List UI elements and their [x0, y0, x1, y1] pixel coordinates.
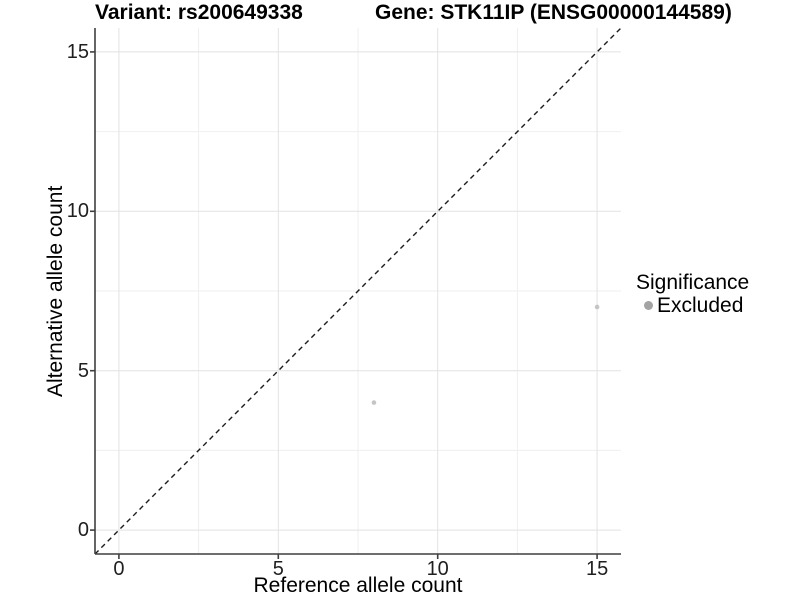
data-point [594, 304, 600, 310]
legend: Significance Excluded [636, 272, 749, 317]
y-tick-label: 5 [77, 359, 89, 382]
x-tick-label: 5 [272, 558, 284, 580]
y-tick-label: 0 [77, 519, 89, 542]
y-tick-label: 10 [66, 200, 89, 223]
identity-dashed-line [94, 27, 622, 555]
legend-key-dot-icon [644, 301, 653, 310]
legend-item-label: Excluded [657, 293, 744, 317]
y-tick-label: 15 [66, 40, 89, 63]
plot-title-gene: Gene: STK11IP (ENSG00000144589) [375, 1, 732, 24]
legend-item-excluded: Excluded [636, 294, 749, 317]
plot-title-variant: Variant: rs200649338 [95, 1, 303, 24]
y-axis-title: Alternative allele count [44, 185, 67, 397]
x-tick-label: 0 [113, 558, 125, 580]
data-point [371, 400, 377, 405]
legend-title: Significance [636, 271, 750, 294]
x-tick-label: 10 [426, 558, 449, 580]
x-axis-title: Reference allele count [253, 574, 463, 597]
x-tick-label: 15 [585, 558, 609, 580]
